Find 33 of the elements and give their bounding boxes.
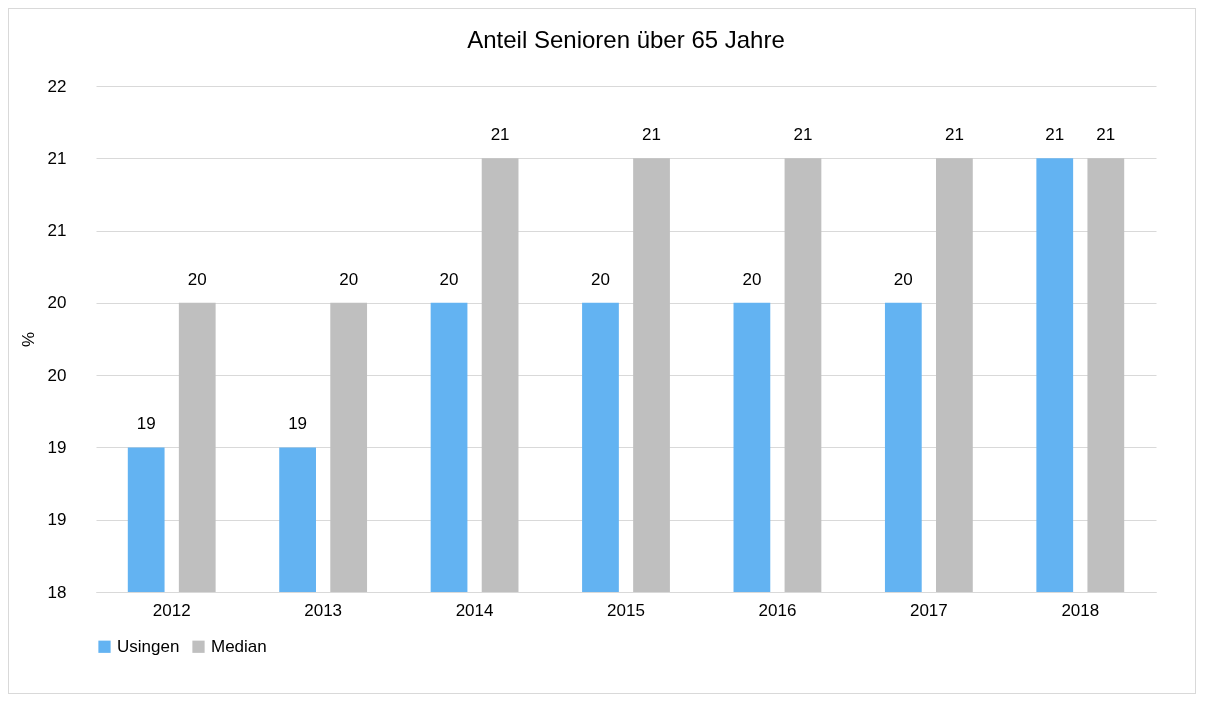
x-tick-label: 2013 (304, 600, 343, 620)
x-tick-label: 2017 (909, 600, 948, 620)
data-label: 20 (187, 269, 207, 289)
data-label: 21 (490, 125, 510, 145)
x-tick-label: 2012 (152, 600, 191, 620)
data-label: 20 (339, 269, 359, 289)
data-label: 21 (1096, 125, 1116, 145)
chart-title: Anteil Senioren über 65 Jahre (467, 26, 785, 53)
data-label: 19 (136, 414, 156, 434)
x-tick-label: 2018 (1061, 600, 1100, 620)
legend-label: Median (211, 636, 267, 656)
data-label: 21 (793, 125, 813, 145)
y-tick-label: 21 (47, 148, 67, 168)
data-label: 19 (288, 414, 308, 434)
data-label: 20 (591, 269, 610, 289)
x-tick-label: 2015 (607, 600, 645, 620)
data-label: 21 (944, 125, 964, 145)
x-tick-label: 2016 (758, 600, 797, 620)
y-tick-label: 19 (47, 510, 67, 530)
x-tick-label: 2014 (455, 600, 494, 620)
y-tick-label: 20 (47, 293, 67, 313)
data-label: 21 (1045, 125, 1065, 145)
y-tick-label: 21 (47, 221, 67, 241)
data-label: 20 (439, 269, 459, 289)
y-tick-label: 18 (47, 582, 67, 602)
y-tick-label: 22 (47, 76, 67, 96)
y-tick-label: 20 (47, 365, 67, 385)
data-label: 21 (642, 125, 661, 145)
data-label: 20 (893, 269, 913, 289)
data-label: 20 (742, 269, 762, 289)
y-tick-label: 19 (47, 437, 67, 457)
legend-label: Usingen (117, 636, 180, 656)
y-axis-title: % (18, 331, 38, 348)
